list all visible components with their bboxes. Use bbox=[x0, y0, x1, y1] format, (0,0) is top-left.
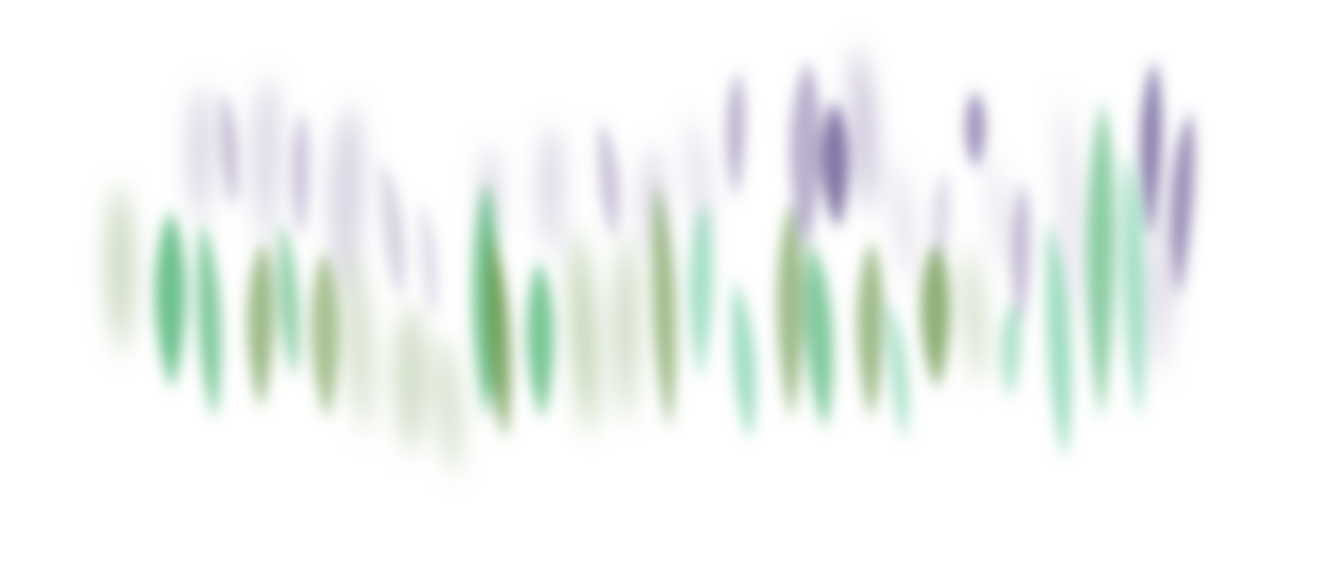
green-emerald-brushstroke bbox=[197, 220, 222, 420]
violet-pale-brushstroke bbox=[1059, 90, 1079, 330]
violet-mid-brushstroke bbox=[598, 120, 620, 240]
violet-pale-brushstroke bbox=[188, 80, 213, 230]
violet-pale-brushstroke bbox=[988, 150, 1007, 270]
violet-pale-brushstroke bbox=[538, 120, 563, 260]
green-olive-brushstroke bbox=[487, 230, 511, 440]
foreground-brushstrokes bbox=[155, 60, 1195, 460]
violet-mid-brushstroke bbox=[1010, 180, 1031, 330]
violet-pale-brushstroke bbox=[379, 160, 406, 300]
violet-mid-brushstroke bbox=[220, 90, 238, 210]
green-emerald-brushstroke bbox=[526, 260, 554, 420]
green-olive-brushstroke bbox=[857, 240, 884, 420]
violet-pale-brushstroke bbox=[891, 150, 914, 290]
green-sage-brushstroke bbox=[106, 180, 134, 360]
violet-mid-brushstroke bbox=[726, 70, 745, 200]
green-olive-brushstroke bbox=[652, 180, 677, 430]
green-sage-brushstroke bbox=[347, 240, 371, 440]
green-sage-brushstroke bbox=[613, 230, 638, 430]
violet-dark-brushstroke bbox=[821, 100, 849, 230]
green-olive-brushstroke bbox=[777, 200, 804, 420]
green-emerald-brushstroke bbox=[804, 240, 834, 430]
green-sage-brushstroke bbox=[963, 240, 985, 390]
violet-dark-brushstroke bbox=[1140, 60, 1162, 240]
green-mint-brushstroke bbox=[888, 300, 909, 440]
green-olive-brushstroke bbox=[247, 240, 275, 410]
green-olive-brushstroke bbox=[572, 220, 595, 440]
violet-dark-brushstroke bbox=[1170, 110, 1195, 300]
background-brushstrokes bbox=[106, 40, 1172, 480]
violet-mid-brushstroke bbox=[853, 40, 875, 220]
green-mint-brushstroke bbox=[732, 280, 756, 440]
green-mint-brushstroke bbox=[1000, 300, 1022, 400]
green-mint-brushstroke bbox=[688, 200, 714, 380]
violet-mid-brushstroke bbox=[291, 110, 310, 240]
green-sage-brushstroke bbox=[395, 300, 426, 460]
violet-pale-brushstroke bbox=[329, 100, 364, 300]
green-olive-brushstroke bbox=[310, 250, 340, 420]
violet-dark-brushstroke bbox=[965, 90, 986, 170]
violet-mid-brushstroke bbox=[789, 60, 822, 250]
green-emerald-brushstroke bbox=[155, 210, 186, 390]
green-sage-brushstroke bbox=[437, 330, 462, 480]
green-olive-brushstroke bbox=[920, 240, 951, 390]
violet-pale-brushstroke bbox=[252, 70, 280, 250]
green-emerald-brushstroke bbox=[279, 220, 299, 380]
green-mint-brushstroke bbox=[1122, 150, 1147, 420]
violet-pale-brushstroke bbox=[1150, 200, 1172, 380]
green-mint-brushstroke bbox=[1046, 220, 1072, 460]
green-emerald-brushstroke bbox=[1086, 100, 1116, 420]
violet-pale-brushstroke bbox=[420, 200, 438, 320]
